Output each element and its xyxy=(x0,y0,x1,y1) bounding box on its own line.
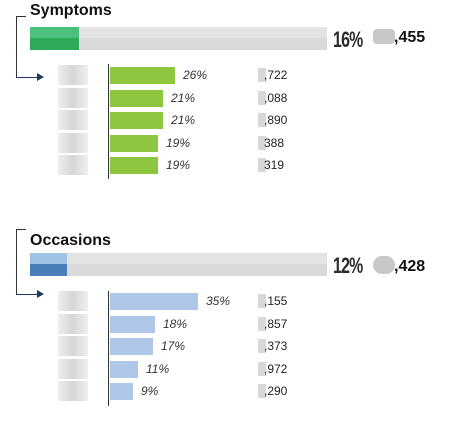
bar-value-label: 17% xyxy=(161,339,186,353)
blurred-count-prefix xyxy=(373,29,395,44)
arrow-line xyxy=(16,294,38,295)
count-redacted xyxy=(258,384,266,398)
bar xyxy=(110,89,163,107)
count-label: ,890 xyxy=(264,113,288,127)
total-fill xyxy=(30,38,79,50)
category-label-redacted xyxy=(58,291,88,311)
category-label-redacted xyxy=(58,358,88,379)
section-title: Symptoms xyxy=(30,2,112,19)
category-label-redacted xyxy=(58,65,88,85)
arrow-head-icon xyxy=(37,290,44,298)
count-label: 319 xyxy=(264,158,285,172)
count-redacted xyxy=(258,113,266,127)
count-label: ,857 xyxy=(264,316,288,331)
total-track xyxy=(30,27,327,50)
total-fill xyxy=(30,264,67,276)
count-label: ,972 xyxy=(264,361,288,376)
count-redacted xyxy=(258,339,266,353)
count-redacted xyxy=(258,135,266,150)
bar-value-label: 21% xyxy=(171,90,196,105)
bar-value-label: 26% xyxy=(183,68,208,82)
bracket-line xyxy=(16,16,17,77)
category-label-redacted xyxy=(58,155,88,175)
arrow-head-icon xyxy=(37,73,44,81)
total-fill-top xyxy=(30,27,79,38)
bar xyxy=(110,112,163,129)
count-redacted xyxy=(258,361,266,376)
count-label: ,373 xyxy=(264,339,288,353)
blurred-count-prefix xyxy=(373,256,395,274)
bar xyxy=(110,293,198,310)
category-label-redacted xyxy=(58,313,88,334)
symptoms-section: Symptoms 16% ,455 26% ,722 21% ,088 21% ,890 1… xyxy=(0,0,460,200)
category-label-redacted xyxy=(58,381,88,401)
count-redacted xyxy=(258,68,266,82)
bar xyxy=(110,157,158,174)
bracket-line xyxy=(16,229,17,295)
bar xyxy=(110,134,158,152)
bar-value-label: 19% xyxy=(166,135,191,150)
total-count: ,455 xyxy=(394,29,426,46)
total-fill-top xyxy=(30,253,67,264)
count-redacted xyxy=(258,316,266,331)
bar-value-label: 9% xyxy=(141,384,159,398)
arrow-line xyxy=(16,77,38,78)
category-label-redacted xyxy=(58,87,88,108)
bracket-tick xyxy=(16,16,26,17)
bar-value-label: 21% xyxy=(171,113,196,127)
bar xyxy=(110,338,153,355)
bar-value-label: 35% xyxy=(206,294,231,308)
category-label-redacted xyxy=(58,336,88,356)
category-label-redacted xyxy=(58,132,88,153)
total-percent: 16% xyxy=(333,27,363,52)
bracket-tick xyxy=(16,229,26,230)
count-redacted xyxy=(258,90,266,105)
count-label: ,722 xyxy=(264,68,288,82)
bar xyxy=(110,360,138,378)
bar-value-label: 18% xyxy=(163,316,188,331)
bar-value-label: 19% xyxy=(166,158,191,172)
count-redacted xyxy=(258,294,266,308)
bar xyxy=(110,67,175,84)
count-label: ,155 xyxy=(264,294,288,308)
category-label-redacted xyxy=(58,110,88,130)
count-label: 388 xyxy=(264,135,285,150)
total-count: ,428 xyxy=(394,258,426,275)
category-axis xyxy=(108,64,109,179)
bar-value-label: 11% xyxy=(146,361,170,376)
total-track xyxy=(30,253,327,276)
total-percent: 12% xyxy=(333,253,363,278)
count-redacted xyxy=(258,158,266,172)
count-label: ,088 xyxy=(264,90,288,105)
section-title: Occasions xyxy=(30,232,111,249)
bar xyxy=(110,383,133,400)
count-label: ,290 xyxy=(264,384,288,398)
bar xyxy=(110,315,155,333)
category-axis xyxy=(108,291,109,406)
